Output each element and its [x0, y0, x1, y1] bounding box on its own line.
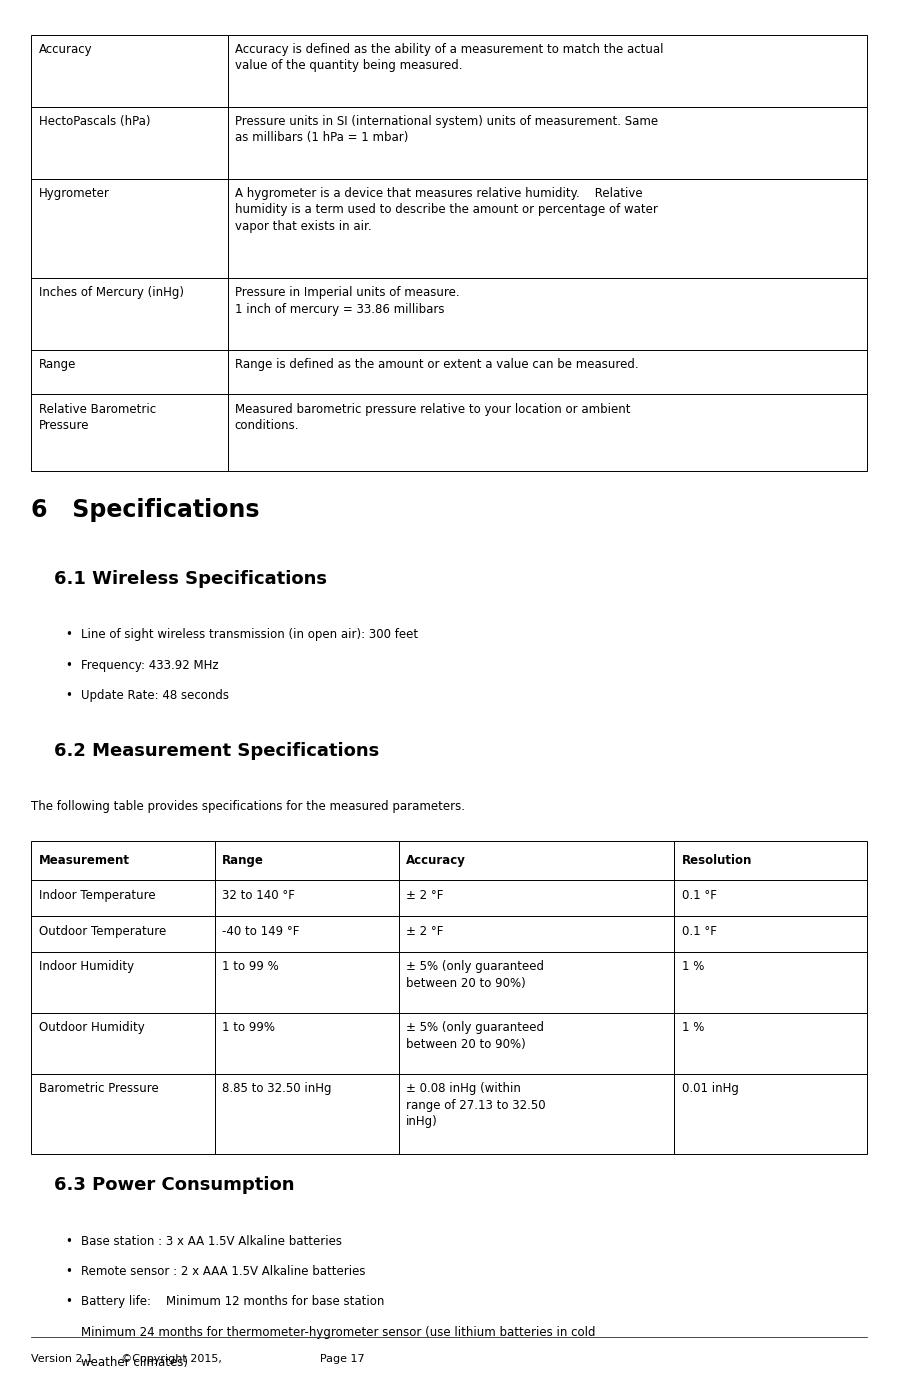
Text: Minimum 24 months for thermometer-hygrometer sensor (use lithium batteries in co: Minimum 24 months for thermometer-hygrom… — [81, 1326, 595, 1338]
Text: Frequency: 433.92 MHz: Frequency: 433.92 MHz — [81, 659, 218, 671]
Text: weather climates): weather climates) — [81, 1356, 188, 1369]
Text: Battery life:    Minimum 12 months for base station: Battery life: Minimum 12 months for base… — [81, 1295, 384, 1308]
Text: •: • — [66, 1295, 73, 1308]
Text: Barometric Pressure: Barometric Pressure — [39, 1082, 158, 1095]
Text: ± 5% (only guaranteed
between 20 to 90%): ± 5% (only guaranteed between 20 to 90%) — [406, 960, 544, 990]
Text: Measured barometric pressure relative to your location or ambient
conditions.: Measured barometric pressure relative to… — [235, 403, 630, 432]
Text: •: • — [66, 659, 73, 671]
Bar — [31, 278, 228, 350]
Text: 6.1 Wireless Specifications: 6.1 Wireless Specifications — [54, 570, 327, 588]
Text: Update Rate: 48 seconds: Update Rate: 48 seconds — [81, 689, 229, 702]
Text: Range: Range — [39, 358, 76, 371]
Bar — [216, 916, 399, 952]
Text: •: • — [66, 689, 73, 702]
Text: ± 5% (only guaranteed
between 20 to 90%): ± 5% (only guaranteed between 20 to 90%) — [406, 1021, 544, 1050]
Text: 6.3 Power Consumption: 6.3 Power Consumption — [54, 1176, 295, 1194]
Text: Range: Range — [223, 854, 264, 868]
Bar — [399, 841, 674, 880]
Bar — [31, 841, 216, 880]
Text: Pressure units in SI (international system) units of measurement. Same
as millib: Pressure units in SI (international syst… — [235, 115, 658, 144]
Text: •: • — [66, 1235, 73, 1247]
Text: 8.85 to 32.50 inHg: 8.85 to 32.50 inHg — [223, 1082, 332, 1095]
Text: The following table provides specifications for the measured parameters.: The following table provides specificati… — [31, 800, 465, 812]
Bar — [31, 350, 228, 394]
Bar — [228, 35, 867, 107]
Text: Line of sight wireless transmission (in open air): 300 feet: Line of sight wireless transmission (in … — [81, 628, 418, 641]
Bar — [674, 1074, 867, 1154]
Text: 6.2 Measurement Specifications: 6.2 Measurement Specifications — [54, 742, 379, 760]
Bar — [216, 1013, 399, 1074]
Bar — [31, 107, 228, 179]
Text: A hygrometer is a device that measures relative humidity.    Relative
humidity i: A hygrometer is a device that measures r… — [235, 187, 657, 233]
Text: Outdoor Temperature: Outdoor Temperature — [39, 925, 166, 937]
Bar — [399, 916, 674, 952]
Text: ± 0.08 inHg (within
range of 27.13 to 32.50
inHg): ± 0.08 inHg (within range of 27.13 to 32… — [406, 1082, 546, 1128]
Text: Indoor Temperature: Indoor Temperature — [39, 889, 155, 901]
Text: -40 to 149 °F: -40 to 149 °F — [223, 925, 300, 937]
Text: Version 2.1        ©Copyright 2015,                            Page 17: Version 2.1 ©Copyright 2015, Page 17 — [31, 1354, 365, 1363]
Bar — [399, 1013, 674, 1074]
Bar — [674, 916, 867, 952]
Bar — [399, 880, 674, 916]
Text: •: • — [66, 1265, 73, 1277]
Text: 0.1 °F: 0.1 °F — [682, 889, 717, 901]
Text: Range is defined as the amount or extent a value can be measured.: Range is defined as the amount or extent… — [235, 358, 638, 371]
Bar — [31, 880, 216, 916]
Text: HectoPascals (hPa): HectoPascals (hPa) — [39, 115, 150, 127]
Bar — [216, 880, 399, 916]
Text: •: • — [66, 628, 73, 641]
Bar — [31, 1074, 216, 1154]
Bar — [31, 952, 216, 1013]
Text: 6   Specifications: 6 Specifications — [31, 498, 260, 522]
Text: Relative Barometric
Pressure: Relative Barometric Pressure — [39, 403, 155, 432]
Text: Accuracy: Accuracy — [39, 43, 92, 55]
Text: Remote sensor : 2 x AAA 1.5V Alkaline batteries: Remote sensor : 2 x AAA 1.5V Alkaline ba… — [81, 1265, 365, 1277]
Text: Outdoor Humidity: Outdoor Humidity — [39, 1021, 145, 1034]
Text: Hygrometer: Hygrometer — [39, 187, 110, 199]
Bar — [399, 952, 674, 1013]
Bar — [228, 179, 867, 278]
Bar — [31, 35, 228, 107]
Bar — [31, 916, 216, 952]
Bar — [216, 952, 399, 1013]
Text: Resolution: Resolution — [682, 854, 752, 868]
Bar — [228, 107, 867, 179]
Text: 1 %: 1 % — [682, 1021, 704, 1034]
Bar — [228, 394, 867, 471]
Bar — [31, 394, 228, 471]
Text: Accuracy is defined as the ability of a measurement to match the actual
value of: Accuracy is defined as the ability of a … — [235, 43, 664, 72]
Bar — [674, 841, 867, 880]
Bar — [216, 841, 399, 880]
Text: 1 to 99 %: 1 to 99 % — [223, 960, 279, 973]
Text: Base station : 3 x AA 1.5V Alkaline batteries: Base station : 3 x AA 1.5V Alkaline batt… — [81, 1235, 342, 1247]
Text: 0.01 inHg: 0.01 inHg — [682, 1082, 738, 1095]
Bar — [228, 278, 867, 350]
Bar — [674, 952, 867, 1013]
Text: 1 %: 1 % — [682, 960, 704, 973]
Text: Pressure in Imperial units of measure.
1 inch of mercury = 33.86 millibars: Pressure in Imperial units of measure. 1… — [235, 286, 460, 316]
Text: Measurement: Measurement — [39, 854, 129, 868]
Bar — [216, 1074, 399, 1154]
Text: 0.1 °F: 0.1 °F — [682, 925, 717, 937]
Bar — [674, 1013, 867, 1074]
Text: Inches of Mercury (inHg): Inches of Mercury (inHg) — [39, 286, 183, 299]
Text: ± 2 °F: ± 2 °F — [406, 889, 444, 901]
Text: Accuracy: Accuracy — [406, 854, 466, 868]
Bar — [674, 880, 867, 916]
Text: 32 to 140 °F: 32 to 140 °F — [223, 889, 295, 901]
Text: Indoor Humidity: Indoor Humidity — [39, 960, 134, 973]
Bar — [228, 350, 867, 394]
Bar — [31, 1013, 216, 1074]
Bar — [399, 1074, 674, 1154]
Text: ± 2 °F: ± 2 °F — [406, 925, 444, 937]
Bar — [31, 179, 228, 278]
Text: 1 to 99%: 1 to 99% — [223, 1021, 276, 1034]
